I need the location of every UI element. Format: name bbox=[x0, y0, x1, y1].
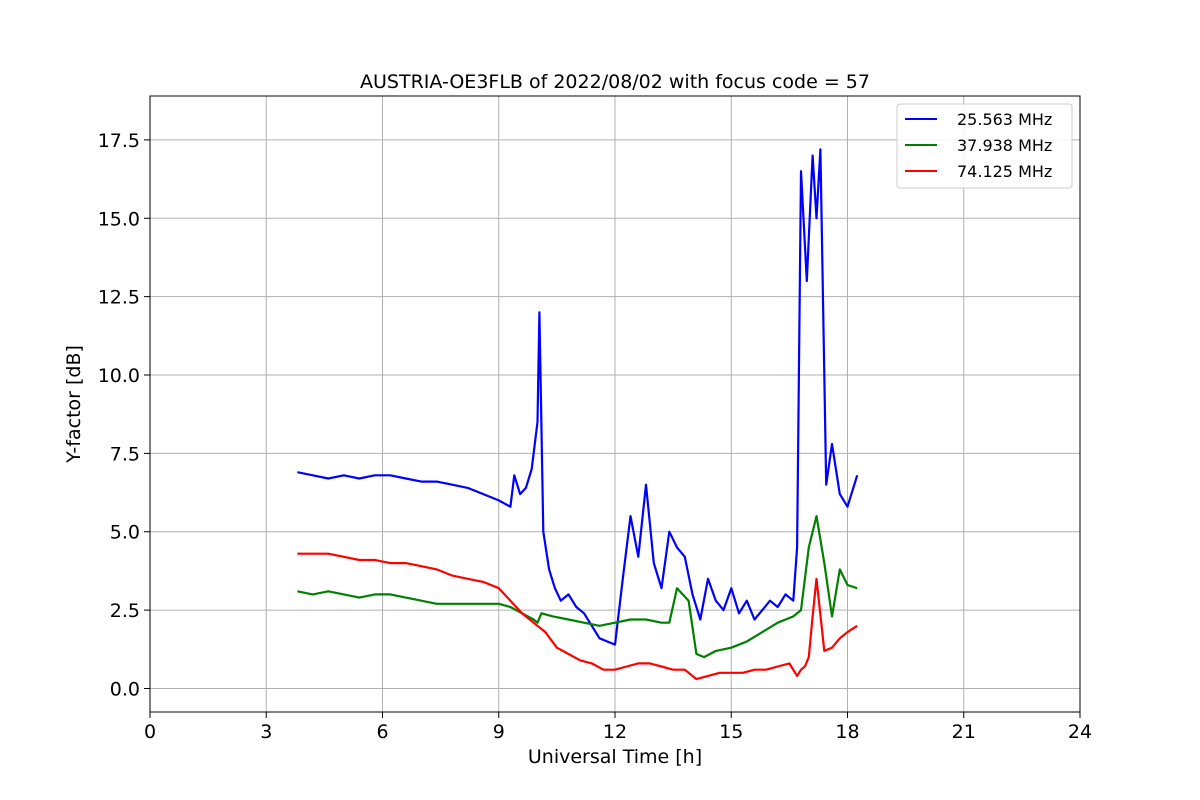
x-tick-label: 21 bbox=[952, 721, 976, 743]
x-tick-label: 3 bbox=[260, 721, 272, 743]
x-tick-label: 0 bbox=[144, 721, 156, 743]
x-tick-label: 24 bbox=[1068, 721, 1092, 743]
y-tick-label: 15.0 bbox=[98, 208, 140, 230]
x-tick-label: 6 bbox=[376, 721, 388, 743]
x-tick-label: 9 bbox=[493, 721, 505, 743]
legend-box bbox=[896, 103, 1073, 189]
x-axis-title: Universal Time [h] bbox=[528, 746, 702, 768]
y-tick-label: 17.5 bbox=[98, 130, 140, 152]
y-tick-label: 10.0 bbox=[98, 365, 140, 387]
series-line-1 bbox=[297, 148, 859, 646]
legend-label-1: 25.563 MHz bbox=[957, 110, 1052, 129]
y-tick-label: 0.0 bbox=[110, 678, 140, 700]
series-line-2 bbox=[297, 514, 858, 659]
chart-title: AUSTRIA-OE3FLB of 2022/08/02 with focus … bbox=[360, 71, 870, 93]
y-axis: 0.0 2.5 5.0 7.5 10.0 12.5 15.0 17.5 bbox=[98, 130, 150, 700]
y-axis-title: Y-factor [dB] bbox=[63, 345, 85, 464]
y-tick-label: 5.0 bbox=[110, 522, 140, 544]
y-tick-label: 12.5 bbox=[98, 287, 140, 309]
x-tick-label: 15 bbox=[719, 721, 743, 743]
legend-label-3: 74.125 MHz bbox=[957, 162, 1052, 181]
series-line-3 bbox=[297, 552, 858, 681]
series-layer bbox=[297, 148, 859, 681]
x-tick-label: 12 bbox=[603, 721, 627, 743]
y-tick-label: 7.5 bbox=[110, 443, 140, 465]
legend-label-2: 37.938 MHz bbox=[957, 136, 1052, 155]
x-axis: 0 3 6 9 12 15 18 21 24 bbox=[144, 712, 1092, 743]
x-tick-label: 18 bbox=[835, 721, 859, 743]
y-tick-label: 2.5 bbox=[110, 600, 140, 622]
legend: 25.563 MHz 37.938 MHz 74.125 MHz bbox=[896, 103, 1073, 189]
